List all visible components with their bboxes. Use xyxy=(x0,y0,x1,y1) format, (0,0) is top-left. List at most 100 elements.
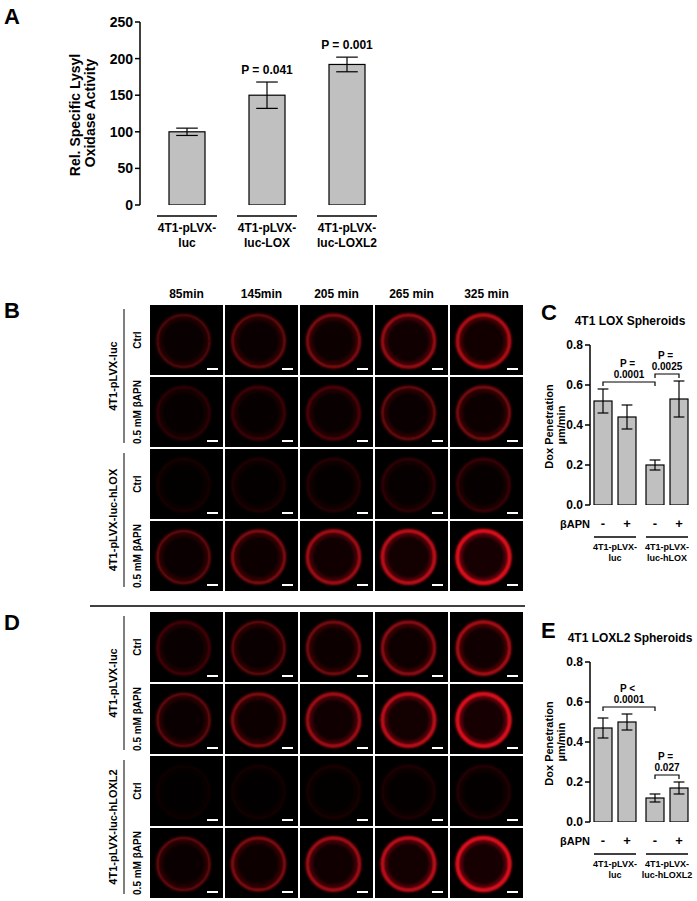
group-rule xyxy=(594,536,636,538)
group-label-line: 4T1-pLVX- xyxy=(593,859,637,869)
spheroid-core xyxy=(158,622,210,674)
row-label: 0.5 mM βAPN xyxy=(132,524,143,588)
error-cap xyxy=(256,81,278,82)
spheroid-inner xyxy=(162,626,206,670)
p-value-line: P < xyxy=(620,683,638,694)
scale-bar xyxy=(282,747,293,749)
micrograph xyxy=(225,756,298,826)
micrograph xyxy=(375,828,448,898)
spheroid-inner xyxy=(237,463,281,507)
spheroid-core xyxy=(383,531,435,583)
x-tick-label: 4T1-pLVX-luc xyxy=(158,221,216,250)
micrograph xyxy=(375,612,448,682)
scale-bar xyxy=(207,512,218,514)
micrograph xyxy=(300,305,373,375)
group-rule xyxy=(646,536,688,538)
error-cap xyxy=(598,388,609,389)
micrograph xyxy=(450,305,523,375)
spheroid-inner xyxy=(462,626,506,670)
background xyxy=(0,0,697,901)
scale-bar xyxy=(207,891,218,893)
comparison-bracket xyxy=(655,775,679,779)
spheroid-core xyxy=(308,838,360,890)
spheroid-core xyxy=(308,531,360,583)
scale-bar xyxy=(282,440,293,442)
spheroid-rim xyxy=(458,459,510,511)
error-stem xyxy=(654,460,655,470)
spheroid-inner xyxy=(237,842,281,886)
spheroid-inner xyxy=(162,319,206,363)
group-rule xyxy=(124,453,125,587)
spheroid-rim xyxy=(383,622,435,674)
x-tick-label-line: luc xyxy=(178,236,196,250)
scale-bar xyxy=(507,584,518,586)
error-stem xyxy=(346,57,347,72)
y-tick-label: 0.2 xyxy=(566,775,583,789)
scale-bar xyxy=(282,819,293,821)
micrograph xyxy=(300,828,373,898)
x-tick-label: 4T1-pLVX-luc-LOXL2 xyxy=(317,221,377,250)
scale-bar xyxy=(432,891,443,893)
x-tick-label: - xyxy=(601,516,605,531)
error-bar xyxy=(674,381,685,417)
spheroid-rim xyxy=(158,766,210,818)
error-stem xyxy=(602,718,603,738)
spheroid-inner xyxy=(237,698,281,742)
spheroid-rim xyxy=(308,459,360,511)
spheroid-rim xyxy=(383,315,435,367)
spheroid-inner xyxy=(312,770,356,814)
p-value: P = 0.001 xyxy=(321,38,373,52)
error-cap xyxy=(598,737,609,738)
group-label: 4T1-pLVX-luc-hLOX xyxy=(645,542,689,563)
scale-bar xyxy=(432,512,443,514)
spheroid-core xyxy=(458,622,510,674)
y-tick xyxy=(135,168,140,170)
x-tick-label-line: 4T1-pLVX- xyxy=(318,221,376,235)
spheroid-core xyxy=(308,694,360,746)
spheroid-core xyxy=(458,531,510,583)
row-label: Ctrl xyxy=(132,331,143,348)
spheroid-rim xyxy=(158,459,210,511)
panel-letter: C xyxy=(541,300,557,325)
spheroid-inner xyxy=(237,391,281,435)
error-cap xyxy=(622,404,633,405)
y-tick-label: 0.4 xyxy=(566,418,583,432)
spheroid-inner xyxy=(387,391,431,435)
spheroid-rim xyxy=(233,838,285,890)
spheroid-inner xyxy=(162,698,206,742)
error-cap xyxy=(650,459,661,460)
micrograph xyxy=(450,449,523,519)
micrograph xyxy=(150,449,223,519)
micrograph-bg xyxy=(375,377,448,447)
bar-chart: ARel. Specific Lysyl Oxidase Activity050… xyxy=(4,4,377,250)
bar xyxy=(169,132,205,205)
micrograph xyxy=(450,756,523,826)
spheroid-rim xyxy=(458,315,510,367)
micrograph xyxy=(375,684,448,754)
y-tick xyxy=(585,821,590,823)
micrograph-bg xyxy=(375,305,448,375)
group-label: 4T1-pLVX-luc xyxy=(593,542,637,563)
spheroid-core xyxy=(233,531,285,583)
spheroid-rim xyxy=(233,694,285,746)
x-tick-label: + xyxy=(675,516,683,531)
micrograph-bg xyxy=(375,449,448,519)
error-cap xyxy=(674,781,685,782)
x-axis-label: βAPN xyxy=(560,835,590,847)
spheroid-inner xyxy=(462,770,506,814)
error-cap xyxy=(674,793,685,794)
y-tick-label: 250 xyxy=(110,14,134,30)
spheroid-inner xyxy=(162,770,206,814)
spheroid-inner xyxy=(237,770,281,814)
y-axis-label: Rel. Specific Lysyl Oxidase Activity xyxy=(67,50,98,176)
error-bar xyxy=(674,782,685,794)
micrograph-bg xyxy=(225,828,298,898)
spheroid-inner xyxy=(312,626,356,670)
spheroid-inner xyxy=(237,535,281,579)
micrograph xyxy=(150,612,223,682)
spheroid-inner xyxy=(462,391,506,435)
spheroid-inner xyxy=(462,319,506,363)
p-value-line: 0.027 xyxy=(654,762,679,773)
time-label: 265 min xyxy=(389,287,434,301)
y-axis-label-line: Rel. Specific Lysyl xyxy=(67,50,83,176)
